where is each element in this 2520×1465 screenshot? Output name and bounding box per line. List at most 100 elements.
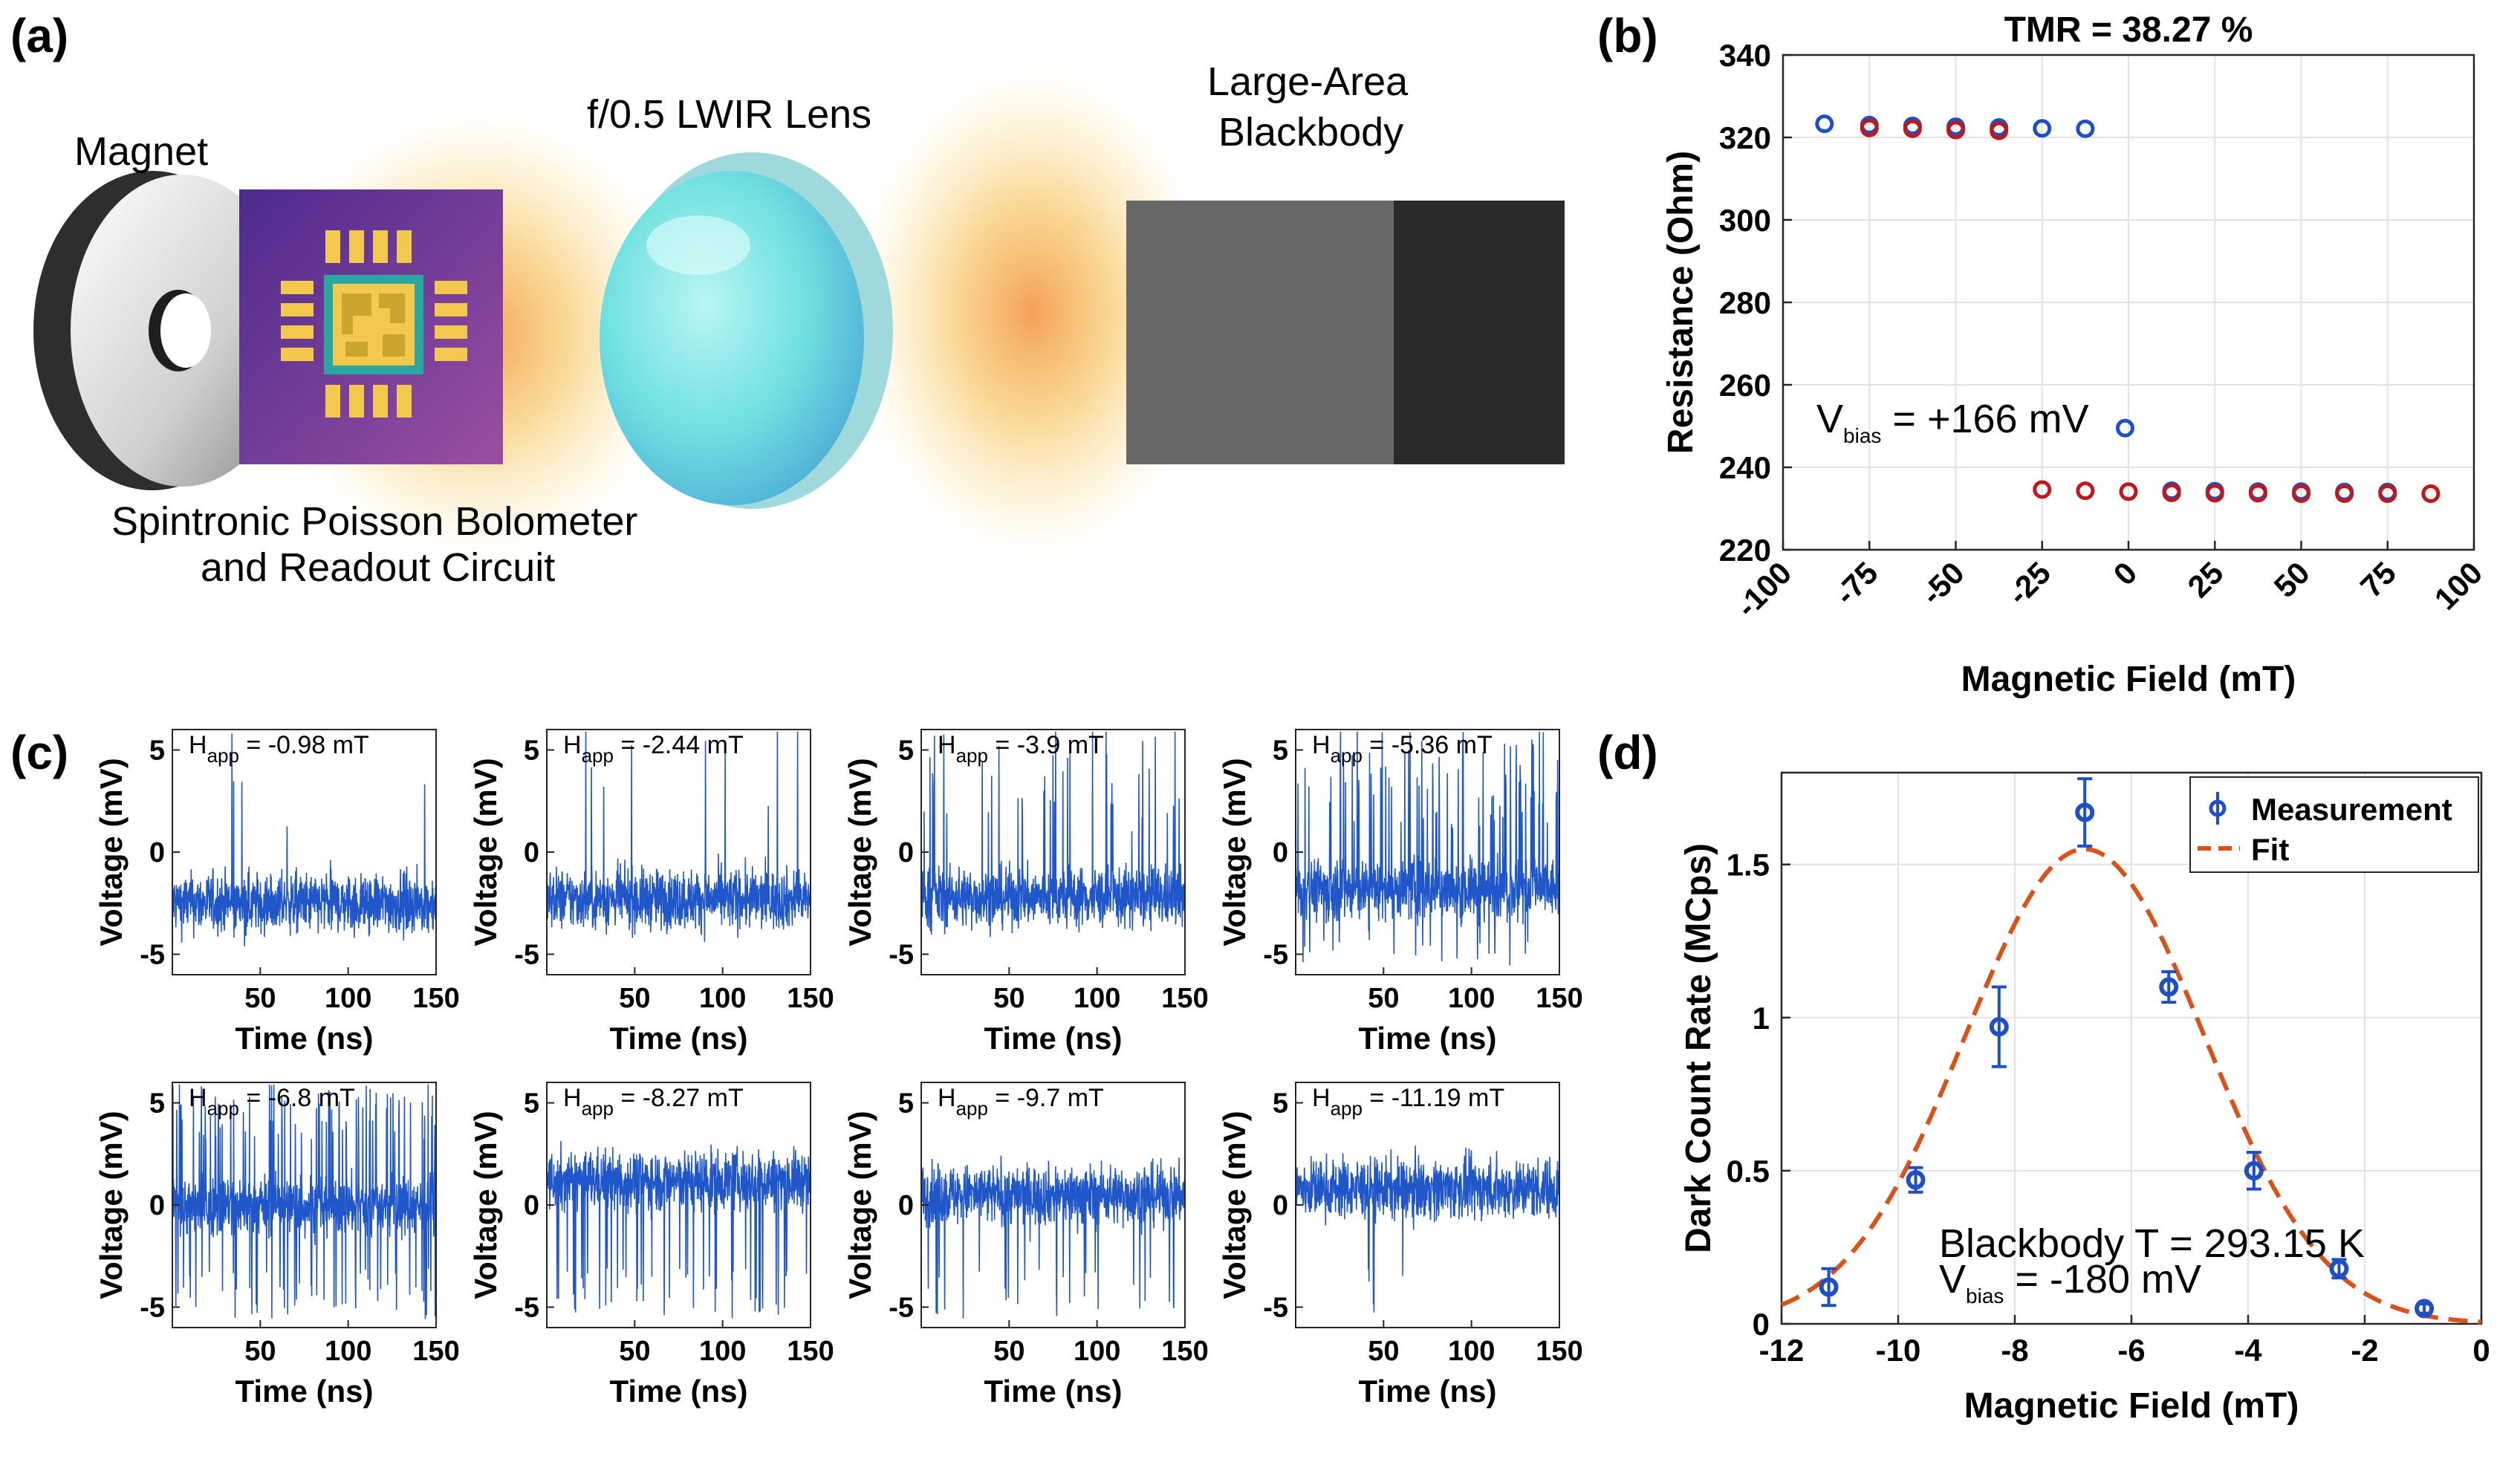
x-tick-label: 50 bbox=[993, 983, 1024, 1014]
field-label: Happ = -11.19 mT bbox=[1312, 1084, 1504, 1120]
x-tick-label: -50 bbox=[1915, 555, 1971, 611]
y-tick-label: 0 bbox=[898, 1190, 914, 1221]
field-sub: app bbox=[1331, 1097, 1363, 1120]
x-axis-label: Time (ns) bbox=[984, 1374, 1123, 1409]
measurement-point bbox=[1989, 1017, 2009, 1037]
voltage-trace bbox=[1295, 1146, 1560, 1313]
plot-area bbox=[547, 1082, 811, 1328]
y-tick-label: -5 bbox=[889, 940, 914, 971]
vbias-main: V bbox=[1939, 1257, 1966, 1302]
x-tick-label: 100 bbox=[699, 983, 746, 1014]
blackbody-gray-block bbox=[1126, 201, 1395, 464]
measurement-point bbox=[1819, 1277, 1839, 1297]
y-tick-label: 340 bbox=[1719, 38, 1771, 73]
data-point-sweep-down bbox=[2119, 482, 2138, 501]
y-axis-label: Voltage (mV) bbox=[468, 758, 503, 946]
x-tick-label: 50 bbox=[619, 983, 650, 1014]
field-main: H bbox=[938, 1084, 956, 1112]
measurement-point bbox=[1906, 1170, 1926, 1190]
subplot-1: -5 0 5 50 100 150 Time (ns) Voltage (mV) Happ = … bbox=[94, 729, 460, 1056]
legend-box bbox=[2189, 776, 2479, 873]
field-value: = -3.9 mT bbox=[988, 731, 1104, 759]
x-axis-label: Magnetic Field (mT) bbox=[1961, 660, 2296, 699]
field-main: H bbox=[1312, 1084, 1331, 1112]
field-label: Happ = -5.36 mT bbox=[1312, 731, 1493, 767]
x-axis-label: Time (ns) bbox=[236, 1374, 374, 1409]
y-axis-label: Voltage (mV) bbox=[94, 758, 129, 946]
x-tick-label: -75 bbox=[1828, 555, 1884, 611]
vbias-rest: = +166 mV bbox=[1881, 397, 2088, 441]
data-point-sweep-down bbox=[2162, 483, 2181, 502]
data-point-sweep-down bbox=[1990, 121, 2009, 140]
x-tick-label: -10 bbox=[1876, 1333, 1921, 1368]
panel-d-label: (d) bbox=[1597, 726, 1658, 779]
chart-title: TMR = 38.27 % bbox=[2004, 10, 2253, 50]
subplot-8: -5 0 5 50 100 150 Time (ns) Voltage (mV) Happ = … bbox=[1217, 1082, 1583, 1409]
y-axis-label: Voltage (mV) bbox=[94, 1111, 129, 1299]
y-tick-label: 0.5 bbox=[1727, 1154, 1770, 1189]
y-tick-label: 1 bbox=[1753, 1001, 1770, 1036]
x-tick-label: 150 bbox=[412, 983, 459, 1014]
y-tick-label: 5 bbox=[898, 735, 914, 767]
subplot-3: -5 0 5 50 100 150 Time (ns) Voltage (mV) Happ = … bbox=[842, 729, 1209, 1056]
voltage-trace bbox=[1295, 731, 1560, 966]
y-tick-label: 260 bbox=[1719, 368, 1771, 403]
field-sub: app bbox=[956, 1097, 988, 1120]
blackbody-label-line2: Blackbody bbox=[1218, 110, 1403, 155]
data-point-sweep-down bbox=[2335, 484, 2354, 504]
subplot-6: -5 0 5 50 100 150 Time (ns) Voltage (mV) Happ = … bbox=[468, 1082, 834, 1409]
data-point-sweep-down bbox=[2378, 484, 2397, 504]
y-tick-label: 5 bbox=[149, 1088, 165, 1120]
y-tick-label: 280 bbox=[1719, 285, 1771, 320]
y-axis-label: Voltage (mV) bbox=[842, 758, 877, 946]
field-sub: app bbox=[1331, 744, 1363, 767]
chart-d: 0 0.5 1 1.5 -12 -10 -8 -6 -4 -2 0 Magnetic Field (m… bbox=[1679, 771, 2490, 1426]
x-tick-label: 50 bbox=[2267, 555, 2316, 604]
chip-pads bbox=[281, 230, 467, 418]
panel-c-label: (c) bbox=[10, 726, 68, 779]
x-tick-label: -12 bbox=[1759, 1333, 1805, 1368]
legend-marker-icon bbox=[2209, 799, 2227, 817]
vbias-sub: bias bbox=[1966, 1284, 2004, 1308]
blackbody-label-line1: Large-Area bbox=[1207, 59, 1409, 104]
data-point-sweep-down bbox=[2421, 484, 2441, 504]
x-tick-label: 100 bbox=[1448, 983, 1495, 1014]
fit-curve bbox=[1780, 847, 2482, 1325]
y-tick-label: 5 bbox=[1273, 1088, 1288, 1120]
y-tick-label: -5 bbox=[140, 940, 165, 971]
vbias-rest: = -180 mV bbox=[2004, 1257, 2201, 1302]
x-tick-label: 100 bbox=[2428, 555, 2490, 617]
y-tick-label: 5 bbox=[1273, 735, 1288, 767]
voltage-trace bbox=[546, 731, 811, 942]
field-value: = -2.44 mT bbox=[614, 731, 744, 759]
y-axis-label: Voltage (mV) bbox=[468, 1111, 503, 1299]
measurement-point bbox=[2415, 1299, 2435, 1319]
lens-label: f/0.5 LWIR Lens bbox=[587, 92, 871, 137]
vbias-main: V bbox=[1816, 397, 1843, 441]
x-tick-label: -8 bbox=[2001, 1333, 2028, 1368]
measurement-point bbox=[2329, 1258, 2349, 1279]
vbias-sub: bias bbox=[1843, 424, 1881, 447]
x-tick-label: 150 bbox=[1161, 1336, 1208, 1367]
x-tick-label: 100 bbox=[1074, 983, 1120, 1014]
y-tick-label: 0 bbox=[149, 837, 165, 868]
field-value: = -11.19 mT bbox=[1363, 1084, 1504, 1112]
y-axis-label: Voltage (mV) bbox=[842, 1111, 877, 1299]
field-label: Happ = -0.98 mT bbox=[189, 731, 369, 767]
data-point-sweep-down bbox=[2292, 484, 2310, 504]
field-main: H bbox=[189, 1084, 207, 1112]
x-tick-label: 100 bbox=[1074, 1336, 1120, 1367]
y-tick-label: 5 bbox=[524, 735, 539, 767]
data-point-sweep-down bbox=[2248, 484, 2267, 503]
y-tick-label: 300 bbox=[1719, 203, 1771, 238]
field-value: = -0.98 mT bbox=[239, 731, 369, 759]
x-tick-label: 150 bbox=[787, 983, 834, 1014]
field-main: H bbox=[189, 731, 207, 759]
voltage-trace bbox=[920, 1155, 1186, 1319]
field-label: Happ = -9.7 mT bbox=[938, 1084, 1104, 1120]
measurement-point bbox=[2075, 802, 2095, 822]
y-tick-label: 5 bbox=[149, 735, 165, 767]
field-value: = -6.8 mT bbox=[239, 1084, 355, 1112]
